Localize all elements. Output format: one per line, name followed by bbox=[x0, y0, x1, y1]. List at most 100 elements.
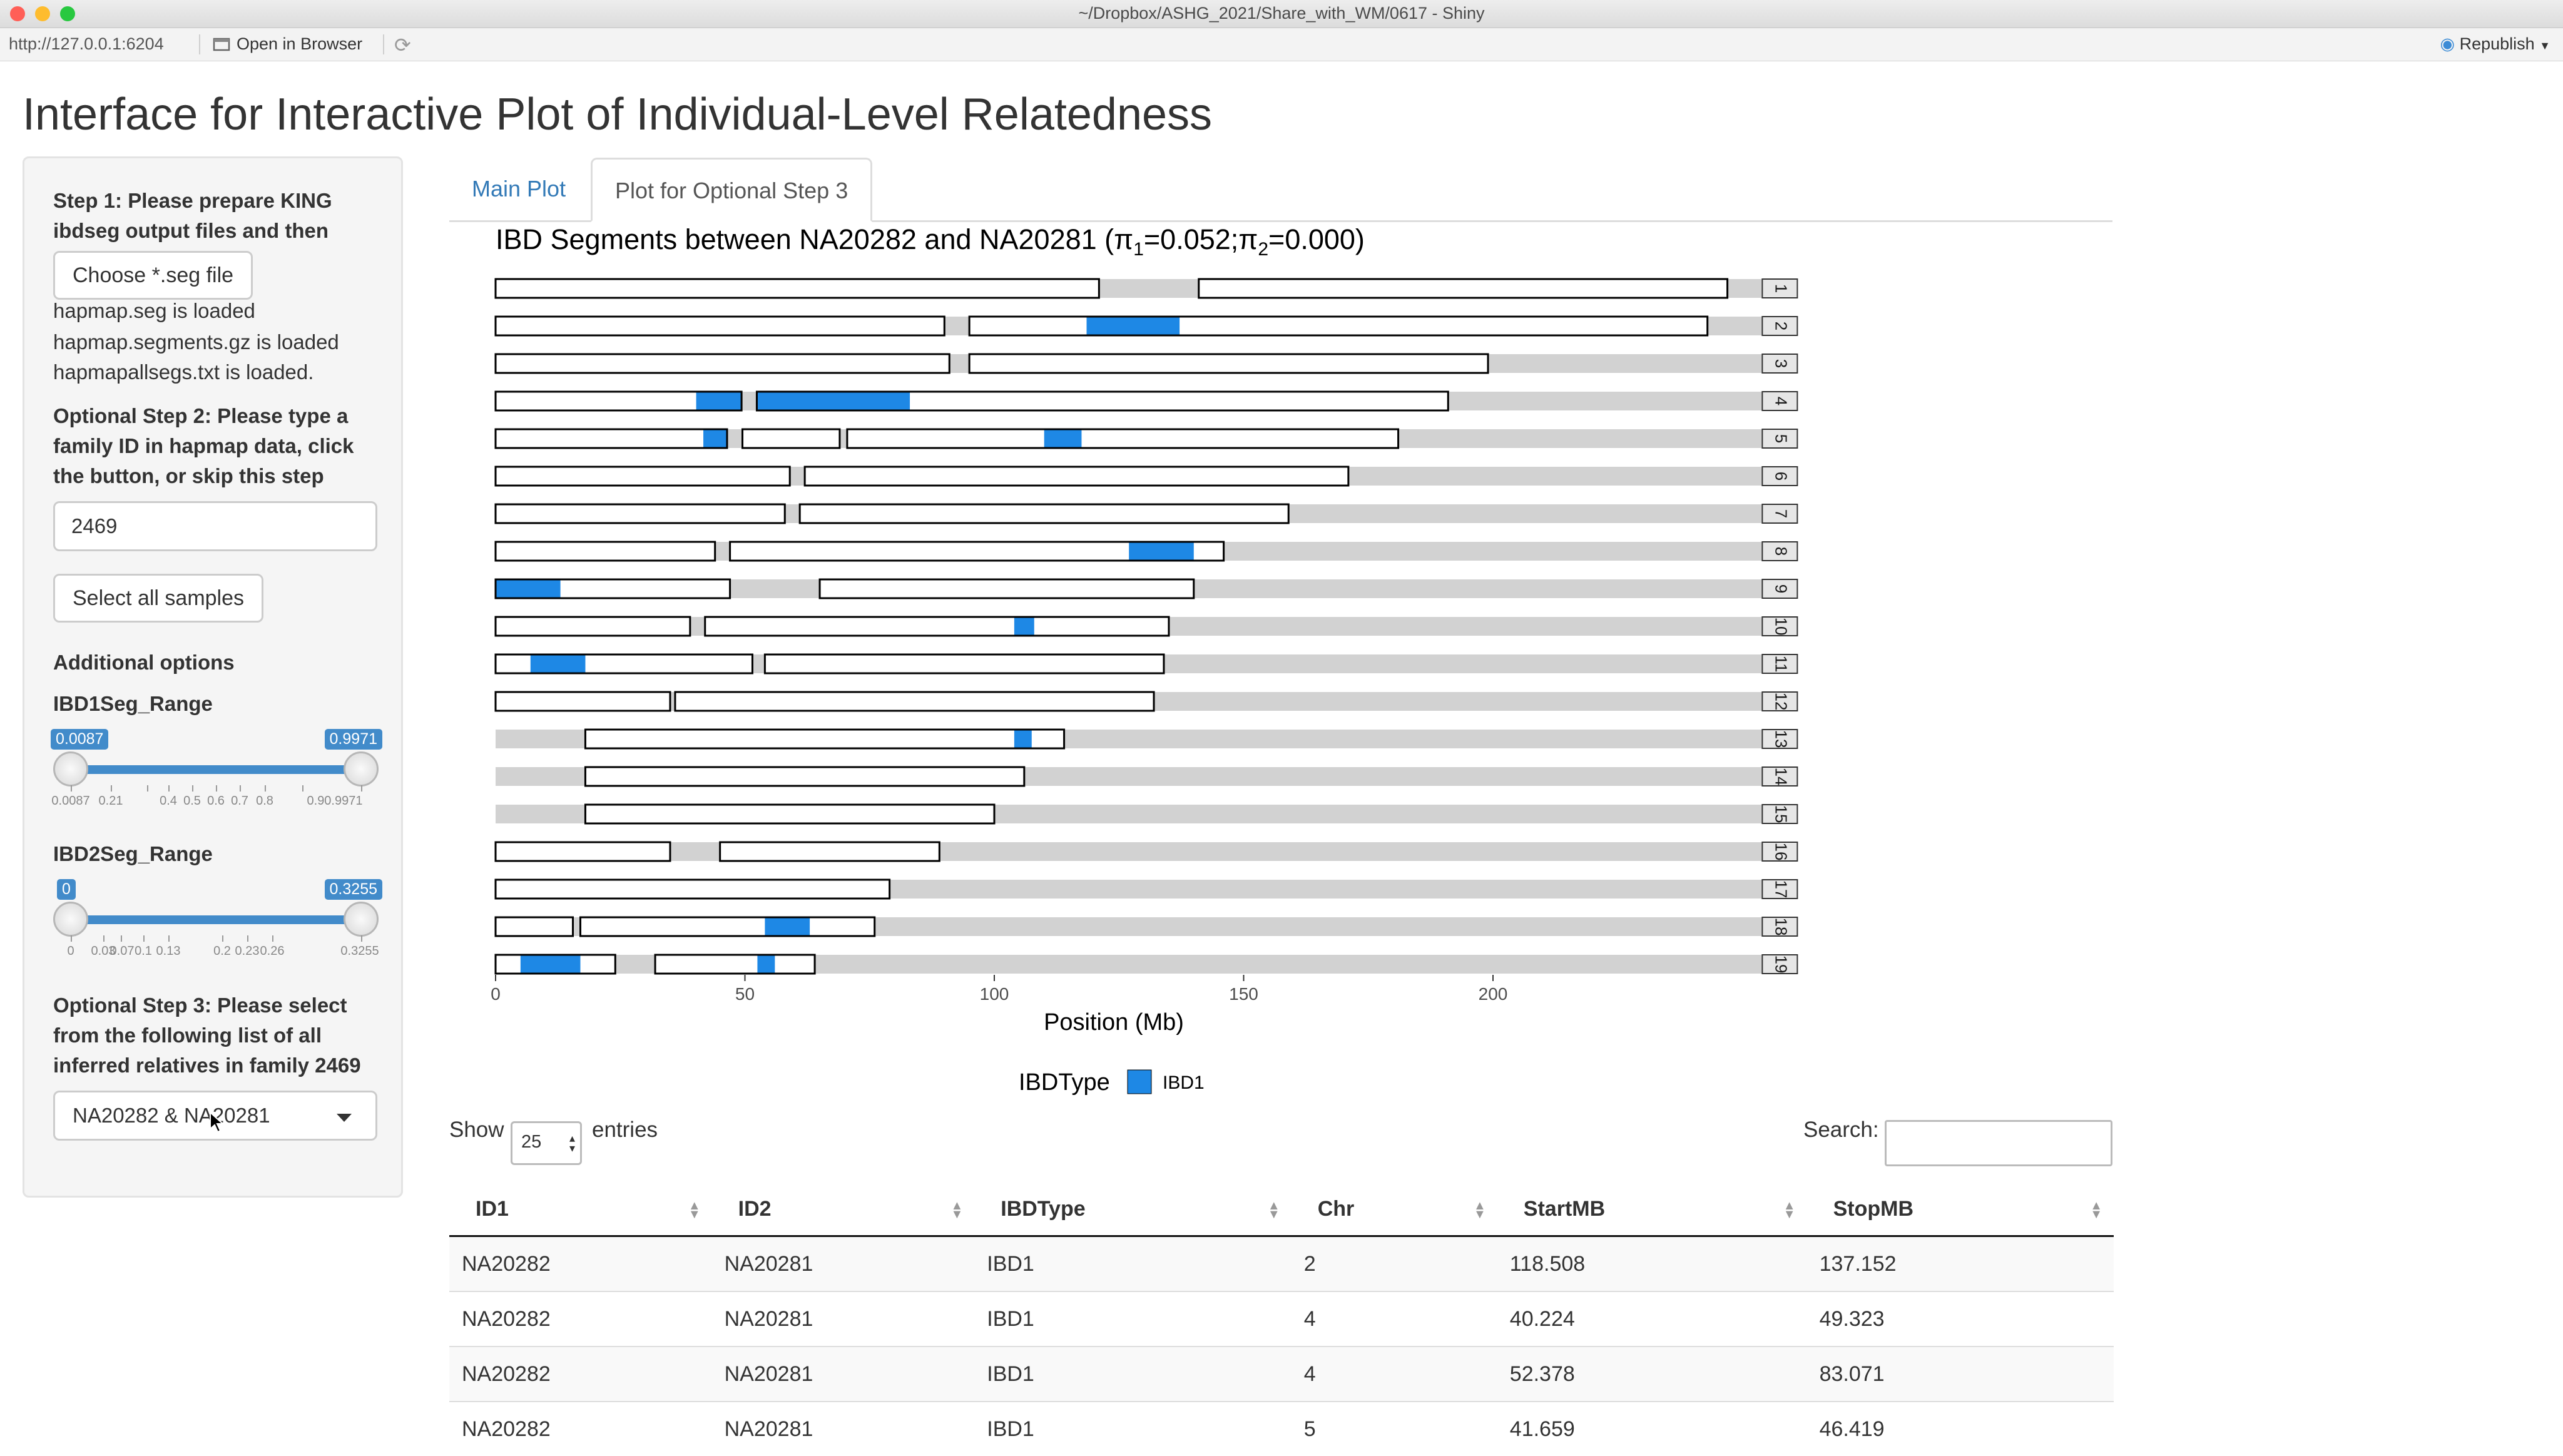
tick-label: 0.90.9971 bbox=[307, 794, 363, 808]
slider-max-handle[interactable] bbox=[344, 902, 379, 937]
legend-swatch-ibd1 bbox=[1127, 1069, 1152, 1094]
segment-box bbox=[496, 279, 1099, 298]
segment-box-outline bbox=[579, 916, 876, 937]
tick-label: 0.26 bbox=[260, 944, 285, 958]
address-url[interactable]: http://127.0.0.1:6204 bbox=[9, 34, 164, 53]
chromosome-row-11: 11 bbox=[494, 653, 1798, 675]
refresh-icon[interactable]: ⟳ bbox=[394, 34, 411, 56]
table-search-input[interactable] bbox=[1885, 1120, 2112, 1166]
segment-box bbox=[585, 730, 1064, 748]
ibd1-segment bbox=[1014, 730, 1032, 748]
ibd-segments-table: ID1 ▲ ▼ ID2 ▲ ▼ IBDType ▲ ▼ Chr ▲ ▼ StartMB ▲ ▼ St… bbox=[449, 1183, 2114, 1456]
relative-pair-select[interactable]: NA20282 & NA20281 bbox=[53, 1091, 377, 1141]
zoom-window-button[interactable] bbox=[60, 6, 75, 21]
segment-box-outline bbox=[494, 466, 791, 487]
tick-label: 0 bbox=[67, 944, 74, 958]
chromosome-row-2: 2 bbox=[494, 315, 1798, 337]
table-row[interactable]: NA20282 NA20281 IBD1 5 41.659 46.419 bbox=[449, 1401, 2114, 1456]
tab-main-plot[interactable]: Main Plot bbox=[472, 176, 566, 201]
segment-box bbox=[580, 917, 875, 936]
segment-box bbox=[765, 654, 1164, 673]
show-label: Show bbox=[449, 1117, 504, 1142]
tick-label: 0.6 bbox=[207, 794, 225, 808]
segment-box bbox=[655, 955, 815, 974]
additional-options-heading: Additional options bbox=[53, 651, 235, 674]
select-all-samples-button[interactable]: Select all samples bbox=[53, 574, 264, 623]
chromosome-strip-17 bbox=[1761, 879, 1798, 899]
table-row[interactable]: NA20282 NA20281 IBD1 4 52.378 83.071 bbox=[449, 1346, 2114, 1402]
choose-seg-file-button[interactable]: Choose *.seg file bbox=[53, 251, 253, 300]
tick-label: 0.7 bbox=[231, 794, 248, 808]
slider-min-handle[interactable] bbox=[53, 902, 88, 937]
chromosome-label: 13 bbox=[1772, 730, 1791, 748]
chromosome-label: 10 bbox=[1772, 618, 1791, 636]
chromosome-label: 8 bbox=[1772, 547, 1791, 556]
sort-icon: ▲ ▼ bbox=[688, 1199, 701, 1221]
cell-chr: 5 bbox=[1291, 1401, 1497, 1456]
family-id-input[interactable]: 2469 bbox=[53, 501, 377, 551]
republish-button[interactable]: ◉ Republish ▼ bbox=[2440, 34, 2551, 54]
search-label: Search: bbox=[1803, 1117, 1879, 1142]
column-header-startmb[interactable]: StartMB ▲ ▼ bbox=[1497, 1183, 1807, 1237]
column-header-ibdtype[interactable]: IBDType ▲ ▼ bbox=[974, 1183, 1292, 1237]
segment-box-outline bbox=[584, 803, 996, 825]
slider-min-handle[interactable] bbox=[53, 751, 88, 787]
open-in-browser-button[interactable]: Open in Browser bbox=[213, 34, 362, 54]
segment-box-outline bbox=[584, 766, 1026, 787]
segment-box-outline bbox=[494, 841, 671, 862]
ibd1-segment bbox=[1014, 617, 1034, 636]
cell-stopmb: 137.152 bbox=[1806, 1235, 2114, 1291]
cell-ibdtype: IBD1 bbox=[974, 1291, 1292, 1347]
cell-chr: 4 bbox=[1291, 1291, 1497, 1347]
segment-box bbox=[496, 467, 790, 486]
chromosome-label: 4 bbox=[1772, 397, 1791, 405]
column-header-chr[interactable]: Chr ▲ ▼ bbox=[1291, 1183, 1497, 1237]
segment-box bbox=[496, 354, 950, 373]
segment-box bbox=[496, 842, 670, 861]
segment-box-outline bbox=[818, 578, 1195, 599]
cell-id2: NA20281 bbox=[711, 1401, 975, 1456]
segment-box-outline bbox=[968, 315, 1709, 337]
column-header-id1[interactable]: ID1 ▲ ▼ bbox=[449, 1183, 712, 1237]
tick-label: 0.8 bbox=[256, 794, 273, 808]
chromosome-label: 9 bbox=[1772, 584, 1791, 593]
segment-box-outline bbox=[494, 691, 671, 712]
table-row[interactable]: NA20282 NA20281 IBD1 2 118.508 137.152 bbox=[449, 1235, 2114, 1291]
table-row[interactable]: NA20282 NA20281 IBD1 4 40.224 49.323 bbox=[449, 1291, 2114, 1347]
ibd1-segment bbox=[496, 579, 561, 598]
ibd1-segment bbox=[530, 654, 586, 673]
entries-length-select[interactable]: 25 ▴ ▾ bbox=[511, 1121, 582, 1165]
segment-box bbox=[496, 917, 573, 936]
cell-id2: NA20281 bbox=[711, 1235, 975, 1291]
segment-box-outline bbox=[494, 315, 945, 337]
column-header-id2[interactable]: ID2 ▲ ▼ bbox=[711, 1183, 975, 1237]
chromosome-strip-9 bbox=[1761, 579, 1798, 599]
ibd1-segment bbox=[696, 392, 742, 410]
ibd1-segment bbox=[520, 955, 581, 974]
segment-box-outline bbox=[719, 841, 940, 862]
column-header-stopmb[interactable]: StopMB ▲ ▼ bbox=[1806, 1183, 2114, 1237]
tick-label: 0.13 bbox=[156, 944, 181, 958]
close-window-button[interactable] bbox=[10, 6, 25, 21]
tab-bar: Main Plot Plot for Optional Step 3 bbox=[449, 158, 2112, 222]
open-in-browser-label: Open in Browser bbox=[237, 34, 363, 53]
minimize-window-button[interactable] bbox=[35, 6, 50, 21]
x-axis-label: Position (Mb) bbox=[1044, 1009, 1184, 1036]
tick-label: 0.0087 bbox=[51, 794, 90, 808]
chevron-down-icon: ▼ bbox=[2539, 39, 2550, 52]
tab-plot-optional-step3[interactable]: Plot for Optional Step 3 bbox=[591, 158, 873, 222]
ibd2seg-range-slider[interactable]: 0 0.3255 0 0.03 0.07 0.1 0.13 0.2 0.23 0… bbox=[53, 879, 382, 960]
x-tick-label: 0 bbox=[491, 984, 501, 1004]
toolbar-divider bbox=[383, 34, 384, 54]
chromosome-strip-11 bbox=[1761, 654, 1798, 674]
segment-box bbox=[585, 767, 1024, 786]
segment-box-outline bbox=[494, 503, 786, 524]
ibd1seg-range-slider[interactable]: 0.0087 0.9971 0.0087 0.21 0.4 0.5 0.6 0.… bbox=[51, 729, 382, 810]
tick-label: 0.07 bbox=[110, 944, 135, 958]
tick-label: 0.5 bbox=[183, 794, 201, 808]
segment-box bbox=[675, 692, 1154, 711]
chromosome-row-7: 7 bbox=[494, 503, 1798, 524]
step2-label: Optional Step 2: Please type a family ID… bbox=[53, 404, 354, 487]
slider-max-handle[interactable] bbox=[344, 751, 379, 787]
sort-icon: ▲ ▼ bbox=[1783, 1199, 1796, 1221]
